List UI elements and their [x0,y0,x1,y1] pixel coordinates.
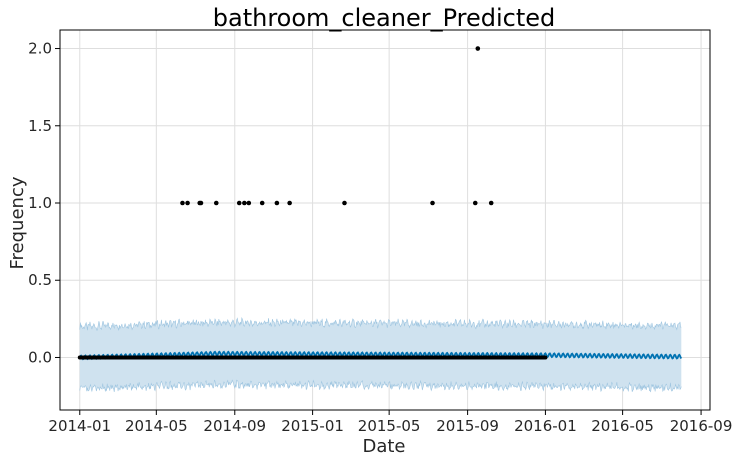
forecast-line [78,350,683,361]
observed-series [77,46,548,360]
y-tick-label: 0.0 [28,348,52,366]
y-axis-ticks: 0.0 0.5 1.0 1.5 2.0 [28,40,60,366]
observed-point [246,200,252,206]
observed-point [274,200,280,206]
y-tick-label: 0.5 [28,271,52,289]
observed-point [430,200,435,206]
y-axis-title: Frequency [7,176,28,269]
x-tick-label: 2016-05 [591,417,654,435]
observed-point [342,200,347,206]
x-tick-label: 2015-05 [358,417,421,435]
x-tick-label: 2016-09 [670,417,733,435]
x-axis-title: Date [362,436,405,457]
observed-point [185,200,190,206]
plot-frame [59,29,711,411]
x-axis-ticks: 2014-01 2014-05 2014-09 2015-01 2015-05 2015-… [48,410,732,435]
observed-point [213,200,219,206]
x-tick-label: 2014-05 [125,417,188,435]
observed-point [259,200,265,206]
y-tick-label: 2.0 [28,40,52,58]
y-tick-label: 1.5 [28,117,52,135]
x-tick-label: 2015-01 [281,417,344,435]
y-tick-label: 1.0 [28,194,52,212]
x-tick-label: 2014-09 [203,417,266,435]
x-tick-label: 2016-01 [514,417,577,435]
observed-point [475,46,481,51]
observed-point [472,200,478,206]
chart-title: bathroom_cleaner_Predicted [213,4,556,32]
observed-point [236,200,242,206]
interval-upper-edge [79,317,682,332]
x-tick-label: 2014-01 [48,417,111,435]
x-tick-label: 2015-09 [436,417,499,435]
forecast-series [78,350,683,361]
observed-point [198,200,204,206]
interval-lower-edge [79,379,682,393]
observed-point [287,200,292,206]
observed-point [488,200,494,206]
observed-point [242,200,247,206]
observed-point [180,200,185,206]
